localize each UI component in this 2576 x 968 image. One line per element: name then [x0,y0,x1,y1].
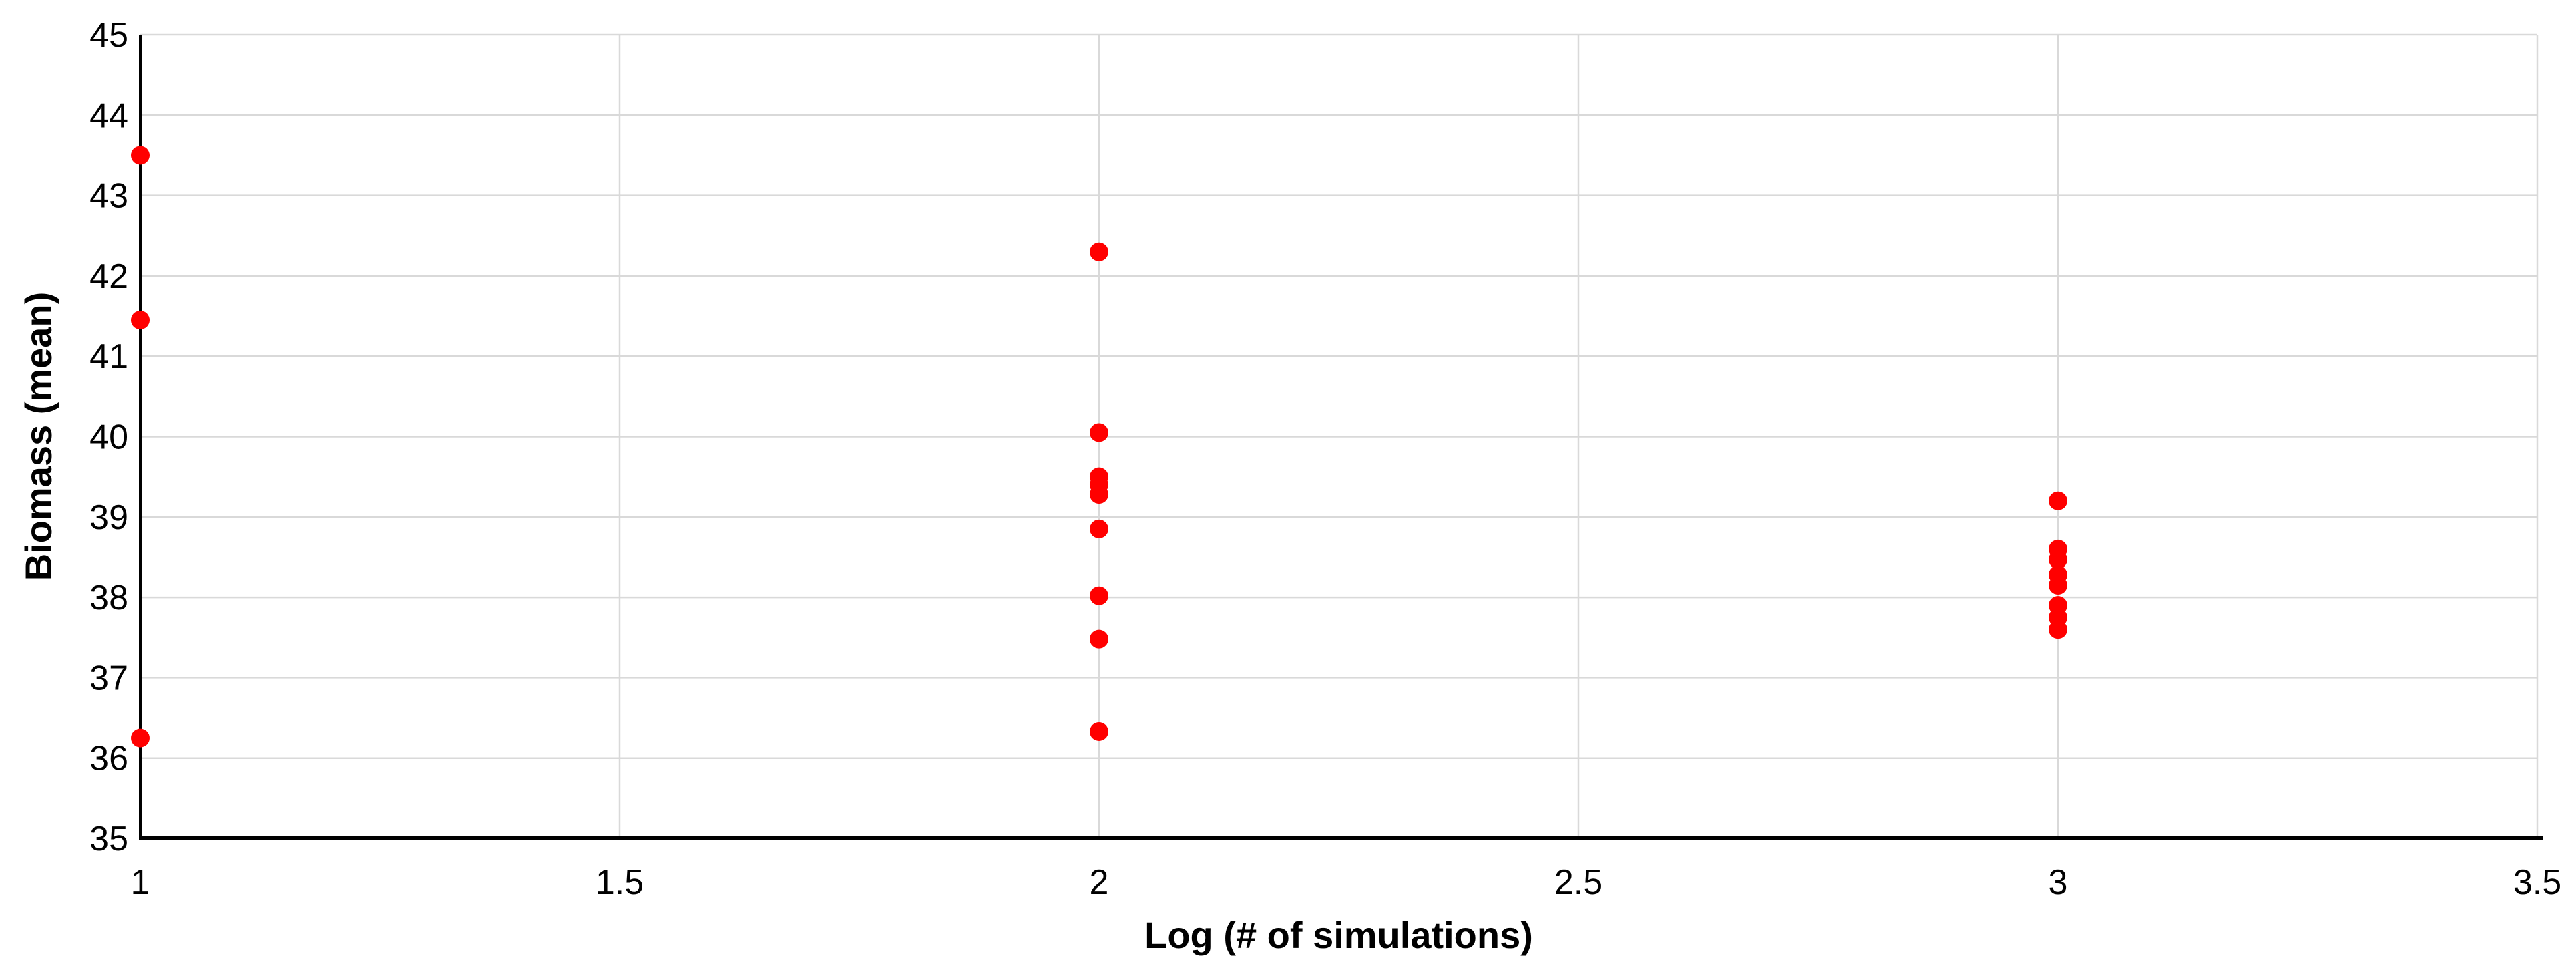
x-tick-label: 1 [131,863,150,902]
data-point [1090,586,1108,605]
x-tick-label: 3 [2049,863,2068,902]
data-point [131,146,150,165]
data-point [2049,550,2067,569]
data-point [131,728,150,748]
y-axis-title: Biomass (mean) [17,291,59,581]
x-tick-label: 2.5 [1554,863,1602,902]
x-tick-label: 2 [1090,863,1109,902]
data-point [2049,620,2067,639]
data-point [2049,576,2067,595]
data-point [1090,423,1108,442]
y-tick-label: 44 [89,96,128,135]
y-tick-label: 45 [89,16,128,55]
data-point [1090,629,1108,649]
data-point [1090,722,1108,742]
y-tick-label: 35 [89,820,128,858]
y-tick-label: 37 [89,659,128,697]
y-tick-label: 38 [89,579,128,617]
y-tick-label: 41 [89,337,128,376]
y-tick-label: 36 [89,740,128,778]
data-point [1090,519,1108,538]
data-point [2049,491,2067,510]
data-point [1090,242,1108,261]
data-point [1090,485,1108,504]
y-tick-label: 39 [89,498,128,537]
x-tick-label: 3.5 [2513,863,2561,902]
y-tick-label: 42 [89,257,128,296]
data-point [131,311,150,330]
x-tick-label: 1.5 [596,863,644,902]
y-tick-label: 40 [89,418,128,457]
y-tick-label: 43 [89,177,128,216]
x-axis-title: Log (# of simulations) [1144,914,1533,956]
